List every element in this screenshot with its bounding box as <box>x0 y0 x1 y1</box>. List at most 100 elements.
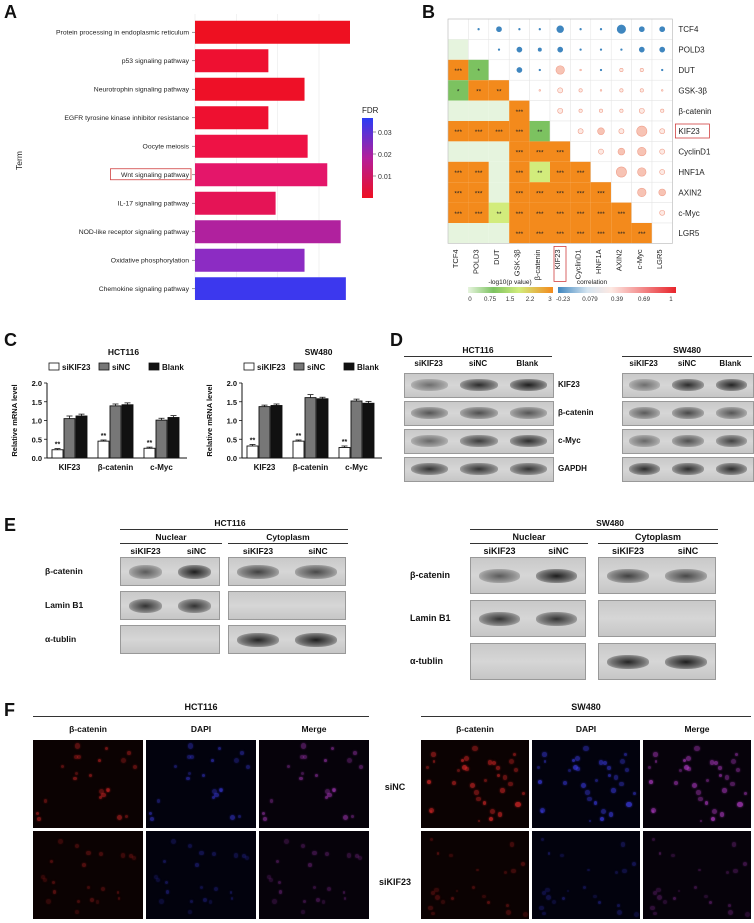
cell-nucleus <box>74 754 79 759</box>
immunofluorescence-panel: HCT116 β-catenin DAPI Merge SW480 β-catenin DA… <box>0 700 754 923</box>
significance-mark: *** <box>618 211 626 218</box>
cell-nucleus <box>73 776 78 781</box>
cell-nucleus <box>351 815 355 819</box>
cell-nucleus <box>100 887 105 892</box>
cell-nucleus <box>268 877 273 883</box>
x-tick-label: β-catenin <box>293 463 329 472</box>
correlation-circle <box>537 47 542 52</box>
pvalue-cell <box>488 182 510 203</box>
cell-nucleus <box>149 811 153 815</box>
significance-mark: *** <box>516 109 524 116</box>
fraction-label-nuclear: Nuclear <box>512 532 546 542</box>
cell-nucleus <box>436 852 440 856</box>
cell-nucleus <box>561 896 565 900</box>
grid-cell <box>529 100 551 122</box>
cell-nucleus <box>229 891 233 895</box>
bar <box>63 418 76 459</box>
cell-nucleus <box>482 801 487 805</box>
blot-row-label: β-catenin <box>410 569 450 580</box>
legend-tick-label: 0.01 <box>378 174 392 181</box>
cell-nucleus <box>202 898 207 903</box>
correlation-circle <box>639 88 644 93</box>
cell-nucleus <box>74 843 79 848</box>
bar <box>338 447 351 459</box>
grid-cell <box>610 181 632 203</box>
cell-nucleus <box>300 843 305 848</box>
correlation-circle <box>578 88 583 93</box>
significance-mark: *** <box>475 211 483 218</box>
pvalue-tick-label: 3 <box>548 296 552 303</box>
gene-col-label: β-catenin <box>533 249 542 280</box>
legend-label: siKIF23 <box>257 363 286 372</box>
cell-nucleus <box>358 765 363 770</box>
cell-nucleus <box>464 755 470 761</box>
correlation-circle <box>636 125 648 137</box>
grid-cell <box>447 18 469 40</box>
cell-nucleus <box>472 745 478 752</box>
cell-nucleus <box>324 851 330 857</box>
legend-swatch <box>148 362 160 371</box>
cell-nucleus <box>672 896 676 900</box>
cell-nucleus <box>153 875 158 879</box>
if-image <box>146 831 256 919</box>
grid-cell <box>590 161 612 183</box>
significance-mark: ** <box>537 129 543 136</box>
if-image <box>421 831 529 919</box>
cell-nucleus <box>159 899 164 904</box>
y-tick-label: 1.0 <box>32 417 42 426</box>
lane-label: siKIF23 <box>483 546 516 556</box>
cell-nucleus <box>621 868 627 874</box>
correlation-circle <box>579 68 582 72</box>
cell-nucleus <box>496 766 500 770</box>
cell-nucleus <box>155 877 160 883</box>
cell-nucleus <box>520 861 526 867</box>
pvalue-cell <box>488 121 510 142</box>
pvalue-cell <box>590 202 612 223</box>
bar <box>195 220 341 244</box>
blot-title: HCT116 <box>214 518 246 528</box>
significance-mark: *** <box>536 211 544 218</box>
pvalue-cell <box>509 121 530 142</box>
cell-nucleus <box>719 812 725 817</box>
bar <box>195 191 276 215</box>
correlation-circle <box>518 28 521 31</box>
cell-nucleus <box>600 816 605 821</box>
cell-nucleus <box>474 790 479 795</box>
cell-nucleus <box>595 779 599 783</box>
lane-label: siNC <box>186 546 207 556</box>
cell-nucleus <box>619 782 624 787</box>
protein-band <box>715 463 747 475</box>
correlation-circle <box>619 68 624 73</box>
cell-nucleus <box>43 799 48 803</box>
significance-mark: *** <box>454 170 462 177</box>
cell-nucleus <box>300 771 304 776</box>
cell-nucleus <box>608 773 612 777</box>
cell-nucleus <box>195 862 199 867</box>
significance-mark: *** <box>454 68 462 75</box>
cell-nucleus <box>52 890 57 894</box>
significance-mark: *** <box>577 170 585 177</box>
cell-nucleus <box>540 838 544 842</box>
legend-swatch <box>48 362 60 371</box>
cell-nucleus <box>633 792 636 795</box>
protein-band <box>411 407 449 419</box>
legend-swatch <box>243 362 255 371</box>
significance-mark: *** <box>536 150 544 157</box>
cell-nucleus <box>551 899 556 904</box>
blot-row-label: α-tublin <box>45 633 77 644</box>
correlation-circle <box>598 148 604 155</box>
correlation-circle <box>599 108 604 113</box>
cell-nucleus <box>429 807 435 813</box>
pvalue-tick-label: 1.5 <box>506 296 515 303</box>
blot-strip <box>404 457 554 482</box>
protein-band <box>460 407 498 419</box>
chart-title: HCT116 <box>108 347 139 357</box>
cell-nucleus <box>487 760 493 765</box>
y-tick-label: 0.0 <box>227 454 237 463</box>
cell-nucleus <box>492 760 497 765</box>
blot-strip <box>622 457 754 482</box>
cell-nucleus <box>649 780 653 784</box>
cell-nucleus <box>694 886 698 890</box>
cell-nucleus <box>651 807 657 813</box>
